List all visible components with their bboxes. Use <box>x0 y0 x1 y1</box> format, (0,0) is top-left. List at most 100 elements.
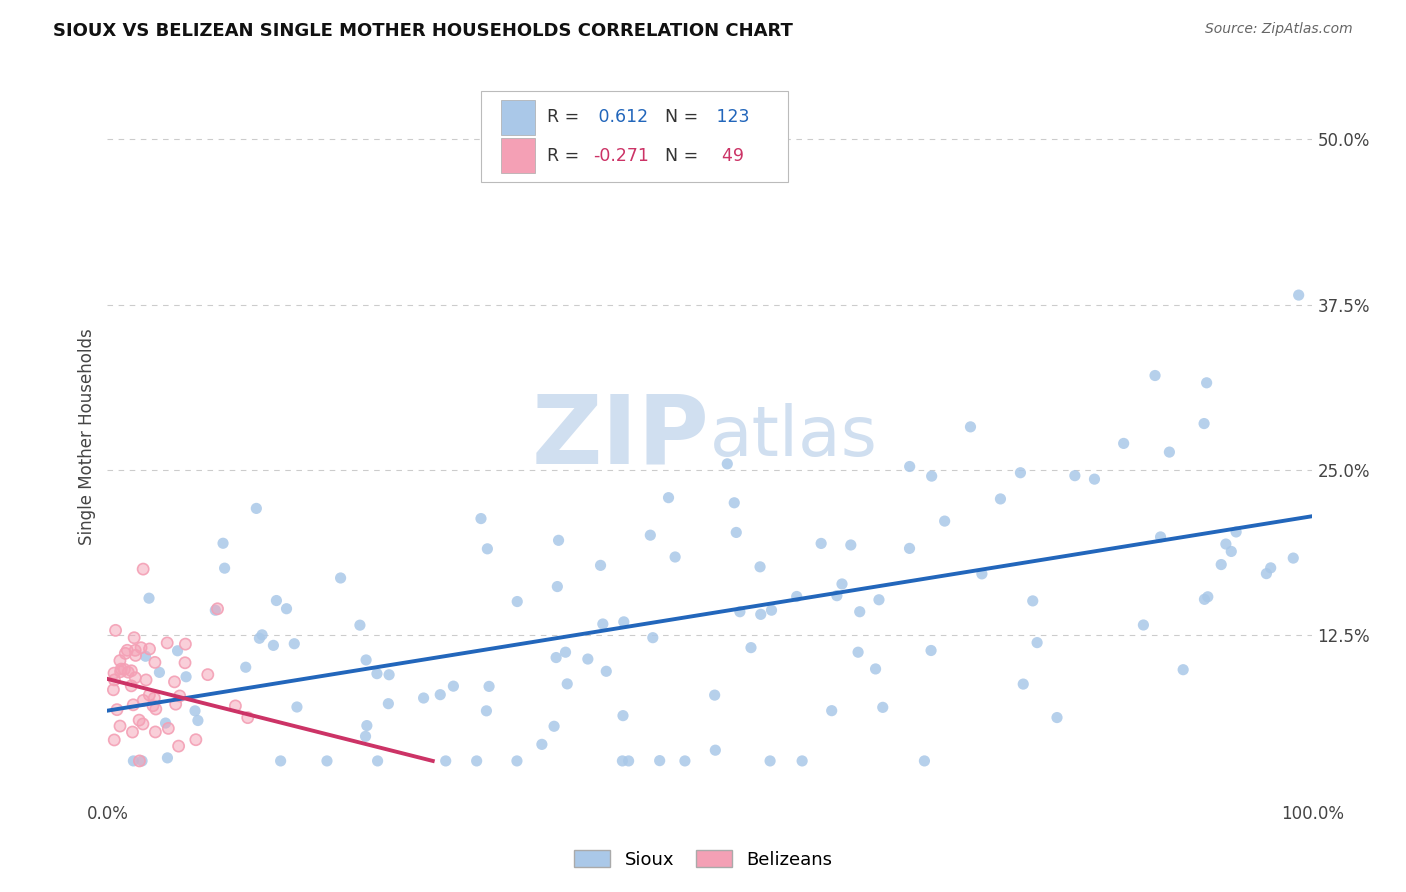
Point <box>114 646 136 660</box>
Point <box>1197 590 1219 604</box>
Point <box>478 679 501 693</box>
Text: Source: ZipAtlas.com: Source: ZipAtlas.com <box>1205 22 1353 37</box>
Point <box>120 664 142 678</box>
Point <box>122 698 145 712</box>
Point <box>143 691 166 706</box>
Point <box>124 671 146 685</box>
Point <box>506 754 529 768</box>
Point <box>1195 376 1218 390</box>
Point <box>120 679 142 693</box>
Point <box>349 618 371 632</box>
Point <box>1046 710 1069 724</box>
Point <box>103 673 125 687</box>
Point <box>329 571 352 585</box>
Point <box>184 704 207 718</box>
Point <box>174 656 197 670</box>
Point <box>470 511 492 525</box>
Point <box>868 592 890 607</box>
Point <box>592 617 614 632</box>
Point <box>110 665 132 679</box>
Point <box>174 656 197 670</box>
Point <box>848 605 870 619</box>
Point <box>103 666 125 681</box>
Point <box>174 637 197 651</box>
Point <box>156 636 179 650</box>
Point <box>285 700 308 714</box>
Point <box>276 601 298 615</box>
Point <box>657 491 679 505</box>
Point <box>441 679 464 693</box>
Point <box>1026 635 1049 649</box>
Point <box>110 662 132 676</box>
Point <box>865 662 887 676</box>
Point <box>128 713 150 727</box>
Point <box>1012 677 1035 691</box>
Point <box>138 688 160 702</box>
Point <box>546 580 568 594</box>
Point <box>749 607 772 622</box>
Point <box>121 725 143 739</box>
Point <box>128 754 150 768</box>
Point <box>129 640 152 655</box>
Point <box>207 601 229 615</box>
Point <box>543 719 565 733</box>
Point <box>120 664 142 678</box>
Point <box>120 679 142 693</box>
Point <box>114 646 136 660</box>
Point <box>134 649 156 664</box>
Point <box>122 631 145 645</box>
Point <box>131 754 153 768</box>
Point <box>117 665 139 680</box>
Point <box>595 665 617 679</box>
Point <box>103 733 125 747</box>
Point <box>262 639 284 653</box>
Point <box>429 688 451 702</box>
Point <box>530 737 553 751</box>
Point <box>128 713 150 727</box>
Point <box>184 732 207 747</box>
Point <box>728 605 751 619</box>
Point <box>138 642 160 657</box>
Point <box>157 722 180 736</box>
Point <box>749 559 772 574</box>
Point <box>704 743 727 757</box>
Point <box>1112 436 1135 450</box>
Point <box>187 714 209 728</box>
Point <box>156 636 179 650</box>
Point <box>110 665 132 679</box>
Text: ZIP: ZIP <box>531 391 710 483</box>
Point <box>546 650 568 665</box>
Text: atlas: atlas <box>710 403 877 470</box>
Point <box>1149 530 1171 544</box>
Point <box>108 654 131 668</box>
Point <box>354 653 377 667</box>
Point <box>664 549 686 564</box>
Point <box>135 673 157 687</box>
Point <box>970 566 993 581</box>
Point <box>846 645 869 659</box>
FancyBboxPatch shape <box>481 91 789 182</box>
FancyBboxPatch shape <box>502 100 536 135</box>
Point <box>105 703 128 717</box>
Point <box>132 562 155 576</box>
Point <box>143 725 166 739</box>
Point <box>104 624 127 638</box>
Point <box>124 671 146 685</box>
Point <box>103 666 125 681</box>
Point <box>105 703 128 717</box>
Point <box>617 754 640 768</box>
FancyBboxPatch shape <box>502 138 536 173</box>
Point <box>1282 551 1305 566</box>
Point <box>122 754 145 768</box>
Point <box>236 711 259 725</box>
Point <box>555 677 578 691</box>
Point <box>1194 592 1216 607</box>
Point <box>786 590 808 604</box>
Point <box>921 469 943 483</box>
Point <box>1022 594 1045 608</box>
Point <box>283 637 305 651</box>
Point <box>163 674 186 689</box>
Point <box>1192 417 1215 431</box>
Point <box>1173 663 1195 677</box>
Point <box>367 754 389 768</box>
